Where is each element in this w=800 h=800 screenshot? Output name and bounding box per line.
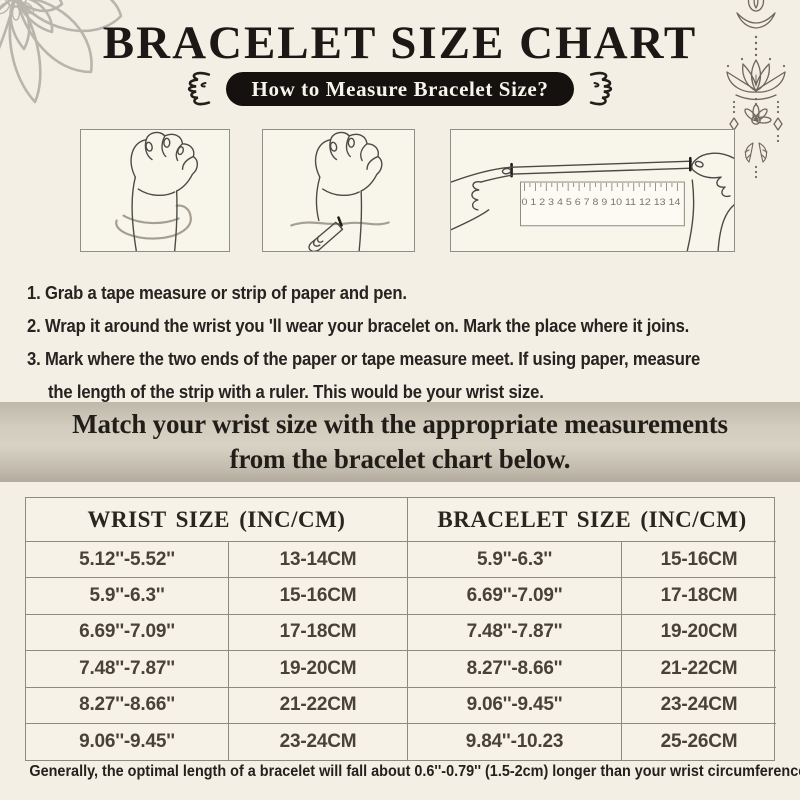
table-cell: 15-16CM xyxy=(229,578,408,615)
table-cell: 15-16CM xyxy=(622,542,776,579)
table-cell: 21-22CM xyxy=(622,651,776,688)
table-cell: 6.69''-7.09'' xyxy=(26,614,229,652)
step3-illustration: 0 1 2 3 4 5 6 7 8 9 10 11 12 13 14 xyxy=(450,129,735,252)
table-cell: 9.84''-10.23 xyxy=(408,723,622,761)
badge-row: How to Measure Bracelet Size? xyxy=(0,71,800,107)
table-cell: 5.9''-6.3'' xyxy=(408,542,622,579)
table-cell: 17-18CM xyxy=(622,578,776,615)
ruler-measure-icon: 0 1 2 3 4 5 6 7 8 9 10 11 12 13 14 xyxy=(451,152,734,251)
instruction-step-1: 1. Grab a tape measure or strip of paper… xyxy=(27,282,407,303)
match-size-banner: Match your wrist size with the appropria… xyxy=(0,402,800,482)
mandala-flower-icon xyxy=(0,0,123,104)
table-cell: 19-20CM xyxy=(622,615,776,652)
instruction-step-3-continued: the length of the strip with a ruler. Th… xyxy=(48,381,544,402)
banner-line-2: from the bracelet chart below. xyxy=(229,444,571,474)
instructions-list: 1. Grab a tape measure or strip of paper… xyxy=(27,276,789,408)
lotus-ornament-icon xyxy=(726,0,786,179)
table-cell: 7.48''-7.87'' xyxy=(26,651,229,688)
table-cell: 5.9''-6.3'' xyxy=(26,578,229,615)
table-cell: 23-24CM xyxy=(622,688,776,724)
table-cell: 5.12''-5.52'' xyxy=(26,542,229,579)
table-cell: 9.06''-9.45'' xyxy=(408,687,622,724)
flourish-left-icon xyxy=(187,71,210,106)
instruction-step-2: 2. Wrap it around the wrist you 'll wear… xyxy=(27,315,690,336)
mark-wrist-pen-icon xyxy=(290,131,390,251)
instruction-step-3: 3. Mark where the two ends of the paper … xyxy=(27,348,701,369)
ruler-numbers: 0 1 2 3 4 5 6 7 8 9 10 11 12 13 14 xyxy=(522,196,681,207)
bracelet-size-header: BRACELET SIZE (INC/CM) xyxy=(408,498,776,542)
table-cell: 7.48''-7.87'' xyxy=(408,614,622,652)
footer-note: Generally, the optimal length of a brace… xyxy=(29,763,800,780)
step1-illustration xyxy=(80,129,230,252)
step2-illustration xyxy=(262,129,415,252)
table-cell: 8.27''-8.66'' xyxy=(408,651,622,688)
table-cell: 17-18CM xyxy=(229,614,408,652)
page-title: BRACELET SIZE CHART xyxy=(102,17,698,69)
table-cell: 6.69''-7.09'' xyxy=(408,578,622,615)
table-cell: 8.27''-8.66'' xyxy=(26,687,229,724)
how-to-measure-badge: How to Measure Bracelet Size? xyxy=(225,72,575,106)
wrap-tape-hand-icon xyxy=(115,131,198,251)
table-cell: 19-20CM xyxy=(229,651,408,688)
table-cell: 9.06''-9.45'' xyxy=(26,723,229,761)
banner-line-1: Match your wrist size with the appropria… xyxy=(72,409,728,439)
size-table: WRIST SIZE (INC/CM) BRACELET SIZE (INC/C… xyxy=(25,497,776,762)
table-cell: 23-24CM xyxy=(229,723,408,761)
table-cell: 13-14CM xyxy=(229,542,408,579)
table-cell: 25-26CM xyxy=(660,731,738,753)
flourish-right-icon xyxy=(590,71,613,106)
wrist-size-header: WRIST SIZE (INC/CM) xyxy=(26,498,408,542)
table-cell: 21-22CM xyxy=(229,687,408,724)
